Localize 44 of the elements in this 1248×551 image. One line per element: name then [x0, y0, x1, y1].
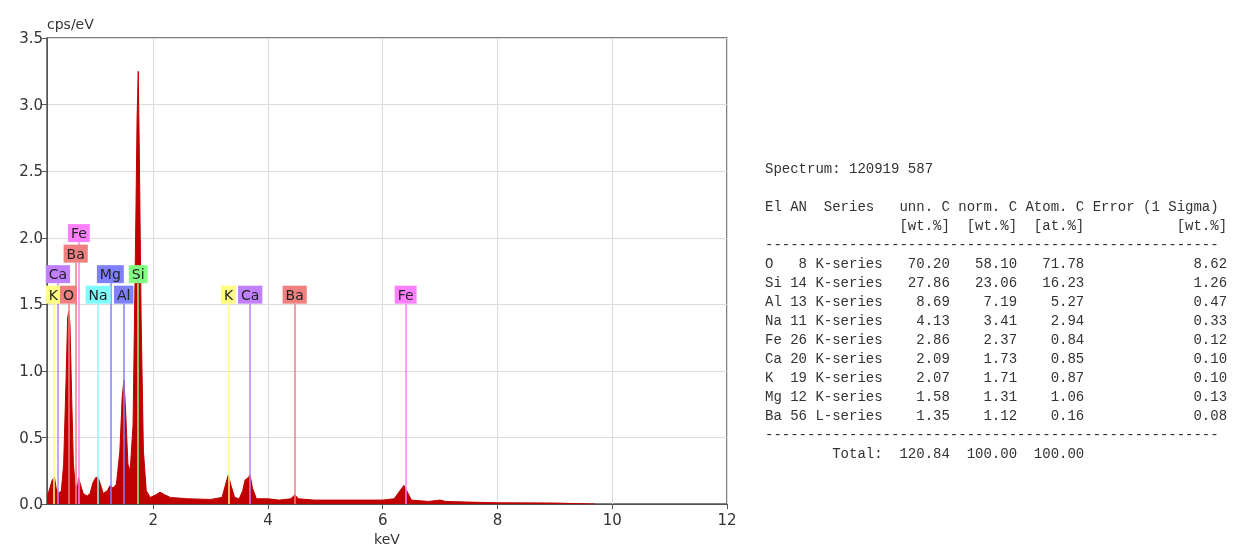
text: K 19 K-series 2.07 1.71 0.87 0.10 [765, 369, 1228, 388]
x-tick-label: 10 [602, 510, 622, 529]
text: Spectrum: 120919 587 [765, 160, 935, 179]
text: Fe 26 K-series 2.86 2.37 0.84 0.12 [765, 331, 1228, 350]
x-tick-label: 8 [492, 510, 503, 529]
text: Mg 12 K-series 1.58 1.31 1.06 0.13 [765, 388, 1228, 407]
x-tick-label: 2 [148, 510, 158, 529]
ref-line-label: K [223, 286, 234, 303]
y-tick-label: 1.5 [19, 295, 43, 314]
y-tick-label: 3.5 [19, 29, 43, 47]
text: O 8 K-series 70.20 58.10 71.78 8.62 [765, 255, 1228, 274]
y-tick-label: 3.0 [19, 95, 43, 114]
ref-line-label: Na [88, 286, 108, 303]
ref-line-label: K [48, 286, 59, 303]
ref-line-label: Fe [397, 286, 414, 303]
ref-line-label: Mg [99, 266, 121, 283]
x-tick-label: 12 [717, 510, 737, 529]
text: El AN Series unn. C norm. C Atom. C Error (1 Sigma) [765, 198, 1220, 217]
ref-line-label: Al [116, 286, 131, 303]
y-tick-label: 0.5 [19, 428, 43, 447]
ref-line-label: Si [131, 266, 145, 283]
y-axis-title: cps/eV [47, 15, 95, 32]
ref-line-label: O [63, 286, 75, 303]
x-tick-label: 6 [377, 510, 388, 529]
ref-line-label: Fe [70, 225, 87, 242]
text: Ca 20 K-series 2.09 1.73 0.85 0.10 [765, 350, 1228, 369]
text: Al 13 K-series 8.69 7.19 5.27 0.47 [765, 293, 1228, 312]
text: Ba 56 L-series 1.35 1.12 0.16 0.08 [765, 407, 1228, 426]
text: Si 14 K-series 27.86 23.06 16.23 1.26 [765, 274, 1228, 293]
ref-line-label: Ca [48, 266, 68, 283]
ref-line-label: Ba [285, 286, 304, 303]
x-tick-label: 4 [263, 510, 273, 529]
ref-line-label: Ca [241, 286, 260, 303]
text: Na 11 K-series 4.13 3.41 2.94 0.33 [765, 312, 1228, 331]
y-tick-label: 1.0 [19, 361, 43, 380]
x-axis-title: keV [374, 531, 401, 547]
y-tick-label: 2.0 [19, 228, 43, 247]
text: [wt.%] [wt.%] [at.%] [wt.%] [898, 217, 1228, 236]
text: ------------------------------------------------------ [765, 426, 1220, 445]
y-tick-label: 0.0 [19, 495, 43, 514]
y-tick-label: 2.5 [19, 162, 43, 181]
ref-line-label: Ba [66, 245, 85, 262]
text: ------------------------------------------------------ [765, 236, 1220, 255]
text: Total: 120.84 100.00 100.00 [831, 445, 1086, 464]
